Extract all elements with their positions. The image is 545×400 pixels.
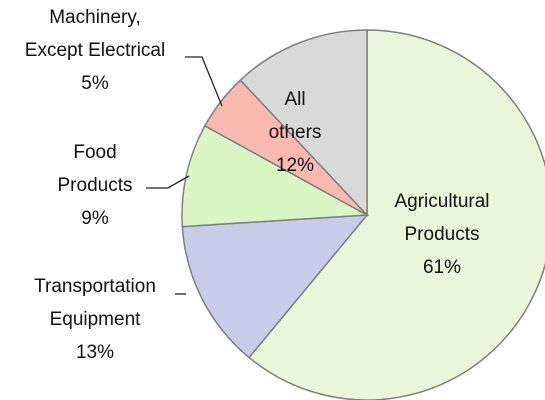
value-label: 61% — [423, 257, 461, 278]
value-label: 9% — [81, 208, 109, 229]
leader-line — [185, 56, 223, 107]
value-label: 13% — [76, 342, 114, 363]
category-label: Transportation — [34, 276, 156, 297]
category-label: Machinery, — [49, 7, 141, 28]
category-label: Products — [58, 175, 133, 196]
category-label: Except Electrical — [25, 40, 165, 61]
pie-slice — [248, 29, 545, 400]
value-label: 12% — [276, 155, 314, 176]
category-label: Equipment — [50, 309, 142, 330]
category-label: Products — [405, 224, 480, 245]
category-label: Agricultural — [394, 191, 489, 212]
pie-slice — [239, 29, 368, 217]
category-label: All — [284, 89, 305, 110]
category-label: Food — [73, 142, 116, 163]
pie-slice — [181, 124, 370, 228]
value-label: 5% — [81, 73, 109, 94]
leader-lines — [146, 56, 223, 295]
leader-line — [146, 175, 190, 189]
category-label: others — [269, 122, 322, 143]
pie-slice — [181, 214, 369, 359]
